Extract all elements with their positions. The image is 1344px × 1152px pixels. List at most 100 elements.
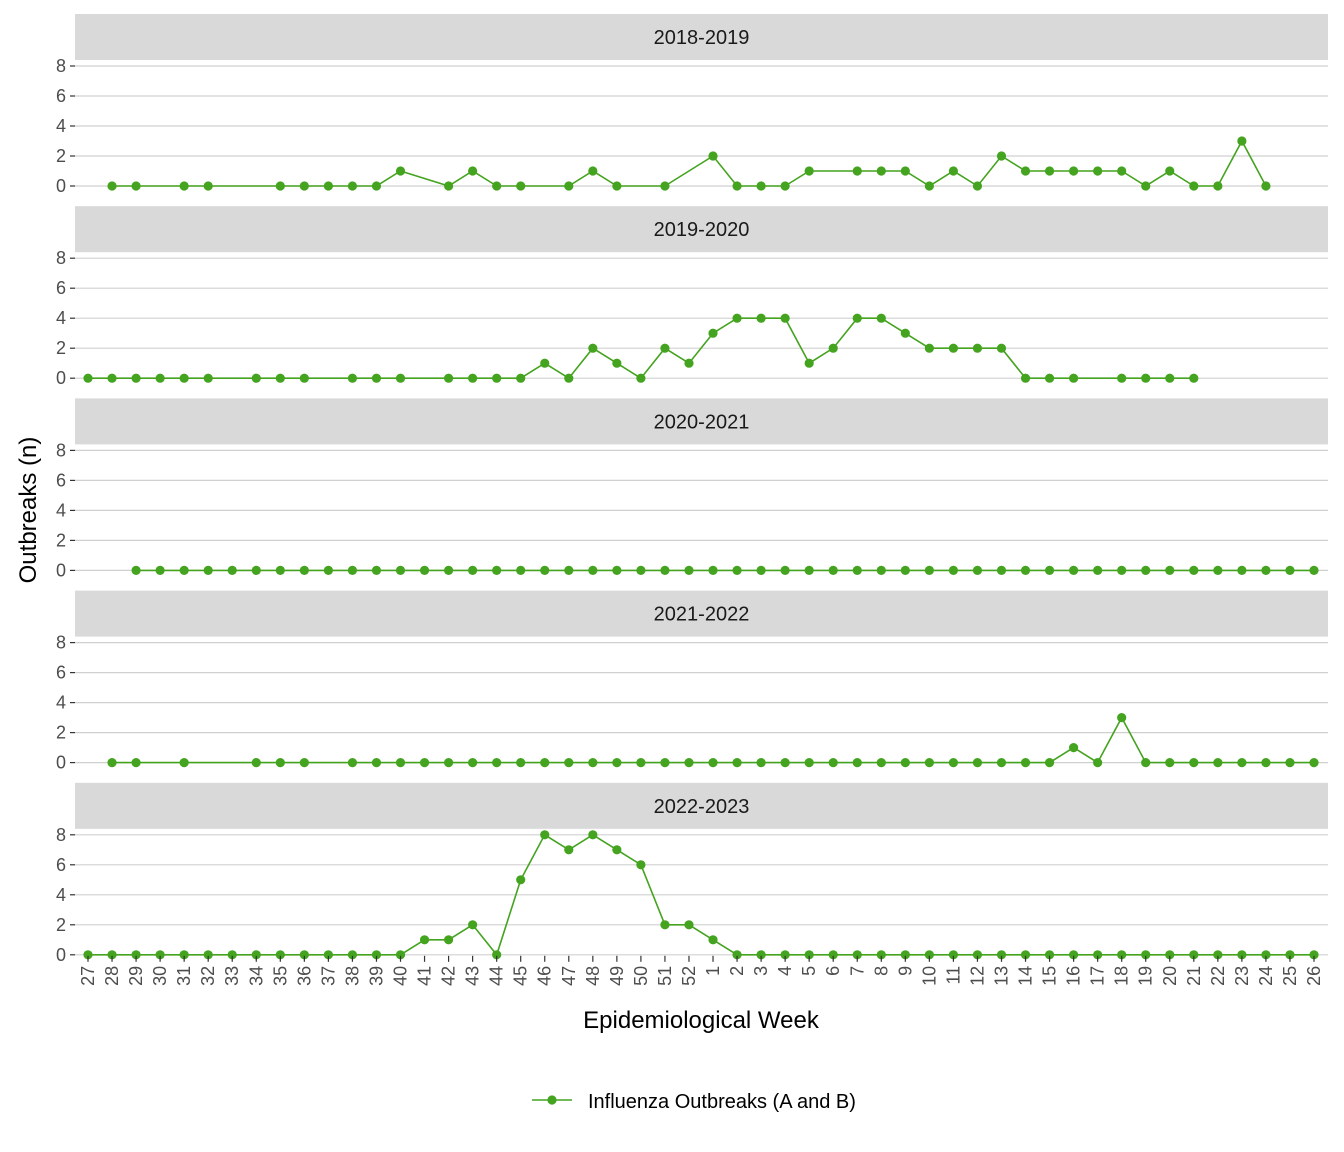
y-tick-label: 4 <box>56 116 66 136</box>
series-line <box>112 715 1314 764</box>
y-tick-label: 2 <box>56 915 66 935</box>
data-point <box>636 565 646 576</box>
x-tick-label: 5 <box>799 966 819 976</box>
panel-2020-2021: 2020-2021 0 2 4 6 8 <box>56 398 1328 580</box>
data-point <box>612 845 622 855</box>
panel-2021-2022: 2021-2022 0 2 4 6 8 <box>56 590 1328 773</box>
x-tick-label: 21 <box>1184 966 1204 986</box>
data-point <box>299 373 309 383</box>
data-point <box>828 950 838 960</box>
y-tick-label: 2 <box>56 338 66 358</box>
data-point <box>540 358 550 368</box>
y-tick-label: 8 <box>56 633 66 653</box>
data-point <box>131 373 141 383</box>
x-tick-label: 44 <box>487 966 507 986</box>
data-point <box>107 950 117 960</box>
y-tick-label: 0 <box>56 176 66 196</box>
x-tick-label: 50 <box>631 966 651 986</box>
data-point <box>443 373 454 383</box>
data-point <box>371 181 382 191</box>
data-point <box>131 181 141 191</box>
data-point <box>828 565 838 576</box>
x-tick-label: 26 <box>1304 966 1324 986</box>
x-tick-label: 3 <box>751 966 771 976</box>
data-point <box>612 358 622 368</box>
data-point <box>756 181 766 191</box>
x-tick-label: 45 <box>511 966 531 986</box>
data-point <box>924 565 934 576</box>
data-point <box>323 950 333 960</box>
data-point <box>275 181 285 191</box>
x-tick-label: 49 <box>607 966 627 986</box>
x-tick-label: 15 <box>1040 966 1060 986</box>
data-point <box>371 373 382 383</box>
data-point <box>828 758 838 768</box>
data-point <box>948 565 959 576</box>
legend-key-point <box>547 1095 557 1105</box>
panel-strip <box>75 206 1328 253</box>
data-point <box>299 950 309 960</box>
panel-strip-label: 2019-2020 <box>654 219 750 241</box>
data-point <box>732 565 742 576</box>
data-point <box>179 565 189 576</box>
data-point <box>1261 950 1271 960</box>
data-point <box>564 845 574 855</box>
data-point <box>660 343 670 353</box>
y-tick-label: 6 <box>56 86 66 106</box>
data-point <box>900 565 910 576</box>
data-point <box>371 565 382 576</box>
data-point <box>419 565 430 576</box>
data-point <box>443 181 454 191</box>
data-point <box>275 950 285 960</box>
data-point <box>516 875 526 885</box>
data-point <box>516 565 526 576</box>
data-point <box>612 181 622 191</box>
data-point <box>1165 373 1175 383</box>
x-tick-label: 47 <box>559 966 579 986</box>
y-tick-label: 8 <box>56 56 66 76</box>
data-point <box>852 565 862 576</box>
data-point <box>804 565 814 576</box>
data-point <box>972 950 983 960</box>
x-tick-label: 6 <box>823 966 843 976</box>
y-tick-label: 8 <box>56 248 66 268</box>
x-tick-label: 7 <box>847 966 867 976</box>
data-point <box>1141 565 1151 576</box>
data-point <box>1165 950 1175 960</box>
panel-2022-2023: 2022-2023 0 2 4 6 8 <box>56 782 1328 965</box>
data-point <box>996 151 1007 161</box>
x-tick-label: 9 <box>895 966 915 976</box>
y-tick-label: 0 <box>56 945 66 965</box>
data-point <box>443 565 454 576</box>
panel-2018-2019: 2018-2019 0 2 4 6 8 <box>56 14 1328 196</box>
data-point <box>732 313 742 323</box>
chart-panels: 2018-2019 0 2 4 6 8 2019-2020 0 2 4 6 8 2020-2021 0 2 4… <box>56 14 1328 965</box>
data-point <box>900 950 910 960</box>
data-point <box>1093 950 1103 960</box>
data-point <box>1093 565 1103 576</box>
data-point <box>131 950 141 960</box>
x-tick-label: 17 <box>1088 966 1108 986</box>
data-point <box>732 181 742 191</box>
data-point <box>996 758 1007 768</box>
data-point <box>1141 181 1151 191</box>
data-point <box>804 950 814 960</box>
y-tick-label: 6 <box>56 663 66 683</box>
data-point <box>1189 565 1199 576</box>
data-point <box>756 313 766 323</box>
data-point <box>756 565 766 576</box>
y-axis-title: Outbreaks (n) <box>15 437 42 584</box>
data-point <box>227 565 237 576</box>
x-tick-label: 33 <box>222 966 242 986</box>
x-tick-label: 14 <box>1016 966 1036 986</box>
y-tick-label: 8 <box>56 440 66 460</box>
data-point <box>1020 565 1031 576</box>
data-point <box>83 950 93 960</box>
x-tick-label: 22 <box>1208 966 1228 986</box>
data-point <box>107 181 117 191</box>
data-point <box>419 758 430 768</box>
data-point <box>347 373 358 383</box>
x-tick-label: 19 <box>1136 966 1156 986</box>
data-point <box>588 565 598 576</box>
